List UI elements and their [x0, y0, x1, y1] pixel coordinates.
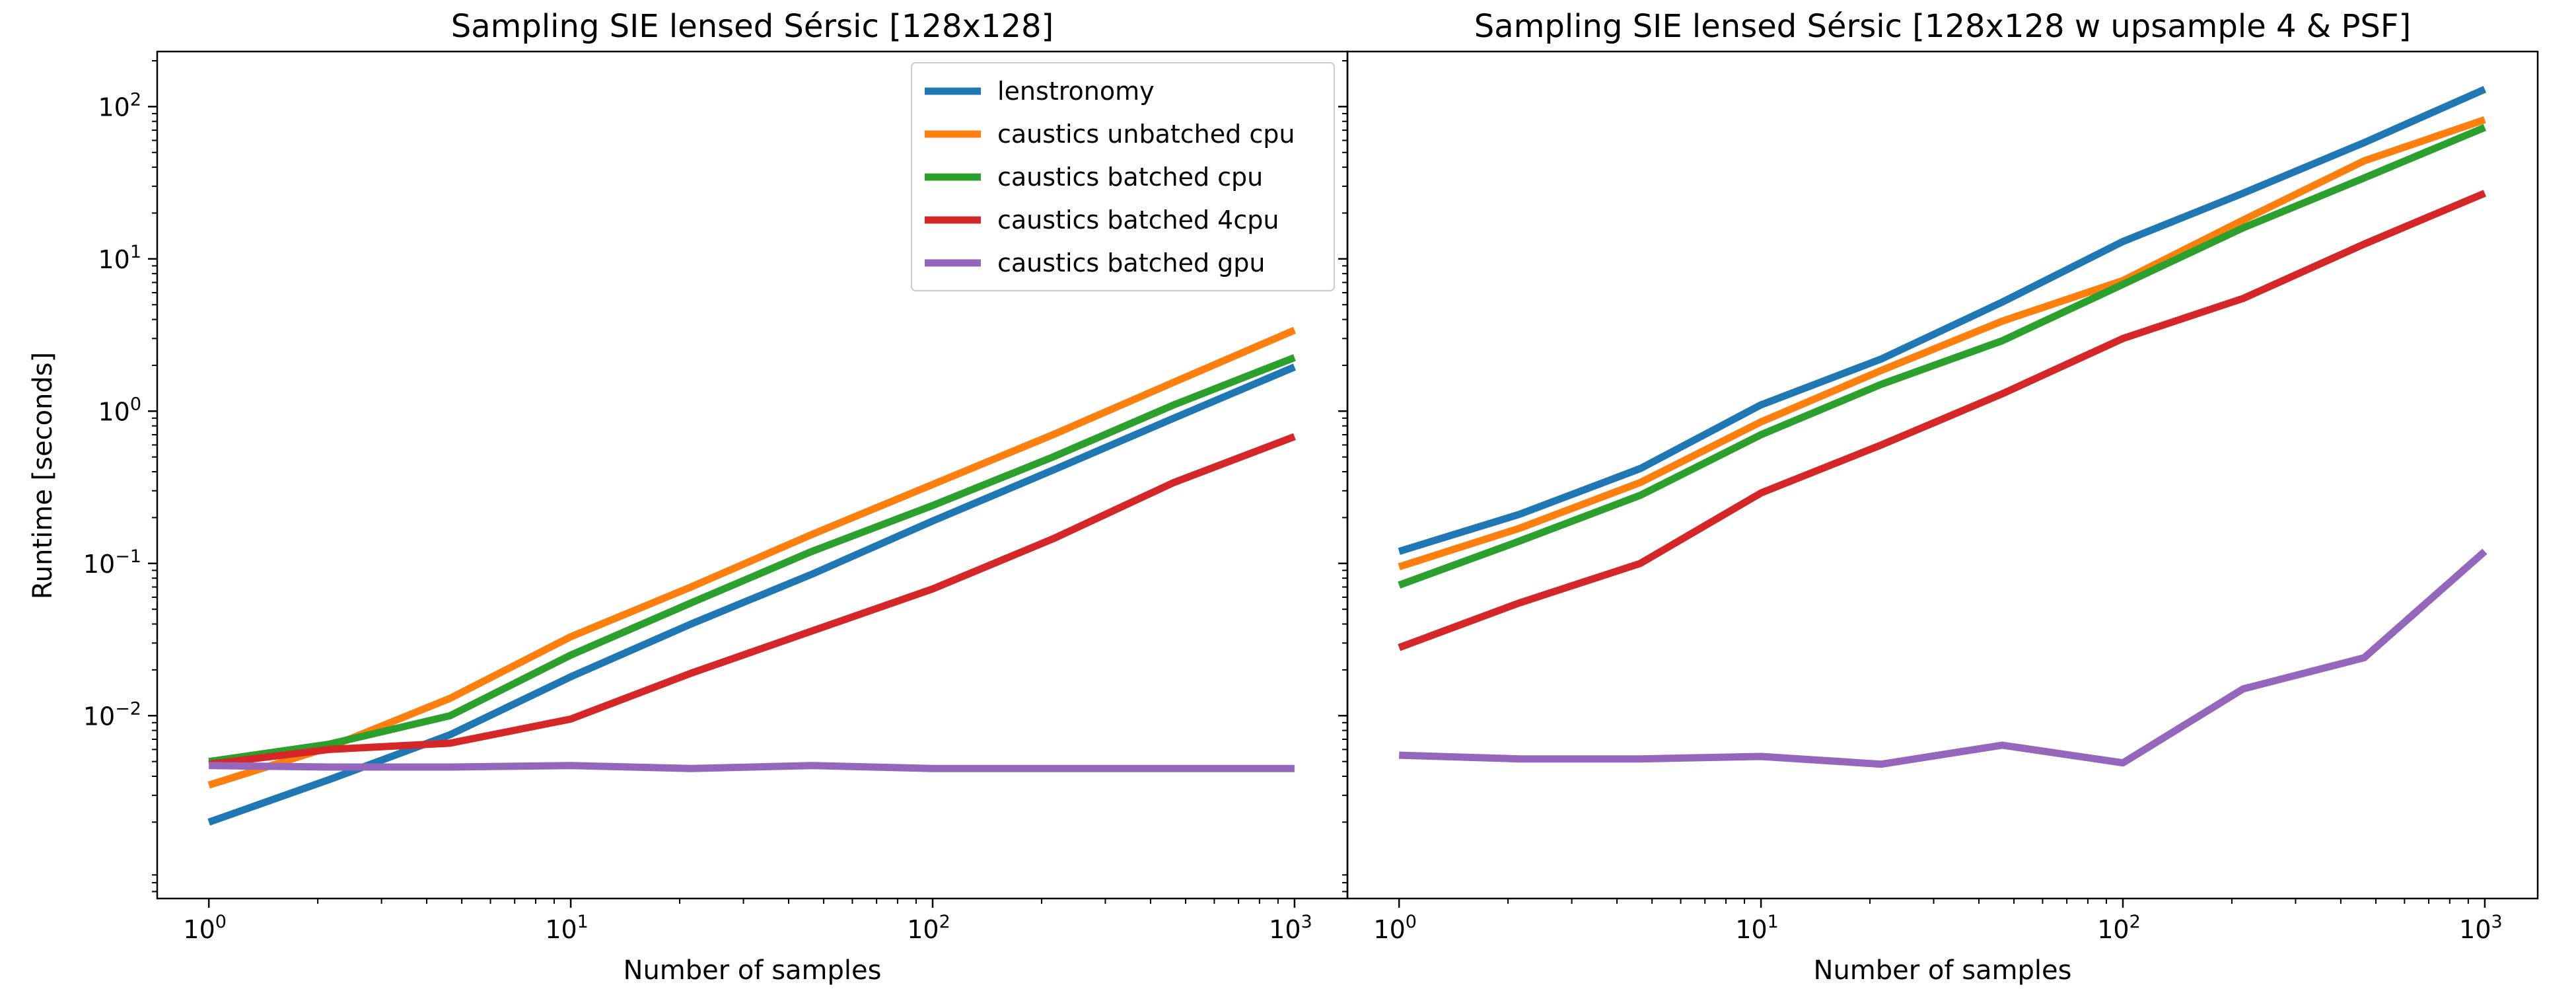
series-line-caustics-batched-cpu [208, 354, 1296, 766]
legend-label: caustics batched 4cpu [997, 205, 1279, 235]
x-axis-label: Number of samples [624, 955, 882, 986]
y-tick-label: 102 [98, 89, 141, 122]
y-tick-label: 101 [98, 242, 141, 274]
x-axis-label: Number of samples [1814, 955, 2072, 986]
x-tick-label: 100 [1373, 912, 1417, 944]
x-tick-label: 101 [545, 912, 589, 944]
chart-panels: Sampling SIE lensed Sérsic [128x128] 100 1… [83, 8, 2539, 986]
plot-frame [1346, 50, 2539, 900]
series-line-caustics-batched-4cpu [208, 433, 1296, 768]
shared-y-axis-label: Runtime [seconds] [28, 352, 58, 600]
series-line-caustics-batched-gpu [209, 762, 1295, 772]
x-tick-label: 103 [1269, 912, 1312, 944]
legend-label: caustics unbatched cpu [997, 120, 1295, 149]
series-line-caustics-unbatched-cpu [1398, 116, 2486, 571]
x-tick-label: 102 [2097, 912, 2141, 944]
y-tick-label: 10−2 [83, 698, 141, 731]
series-line-caustics-batched-cpu [1398, 124, 2487, 589]
x-tick-label: 103 [2459, 912, 2503, 944]
legend-label: lenstronomy [997, 77, 1155, 106]
series-line-caustics-batched-gpu [1399, 548, 2487, 768]
x-tick-label: 100 [183, 912, 227, 944]
legend-box [911, 62, 1335, 291]
chart-panel-1: Sampling SIE lensed Sérsic [128x128] 100 1… [83, 8, 1349, 986]
chart-title: Sampling SIE lensed Sérsic [128x128 w up… [1474, 8, 2411, 45]
chart-panel-2: Sampling SIE lensed Sérsic [128x128 w up… [1338, 8, 2539, 986]
legend-label: caustics batched gpu [997, 248, 1265, 277]
chart-title: Sampling SIE lensed Sérsic [128x128] [451, 8, 1054, 45]
y-tick-label: 10−1 [83, 546, 141, 579]
legend: lenstronomy caustics unbatched cpu caustic… [911, 62, 1335, 291]
x-tick-label: 101 [1735, 912, 1779, 944]
series-line-lenstronomy [1398, 86, 2487, 555]
y-tick-label: 100 [98, 394, 141, 426]
series-line-lenstronomy [207, 363, 1297, 826]
legend-label: caustics batched cpu [997, 163, 1263, 192]
x-tick-label: 102 [907, 912, 950, 944]
series-line-caustics-unbatched-cpu [207, 326, 1297, 789]
series-line-caustics-batched-4cpu [1398, 190, 2487, 651]
